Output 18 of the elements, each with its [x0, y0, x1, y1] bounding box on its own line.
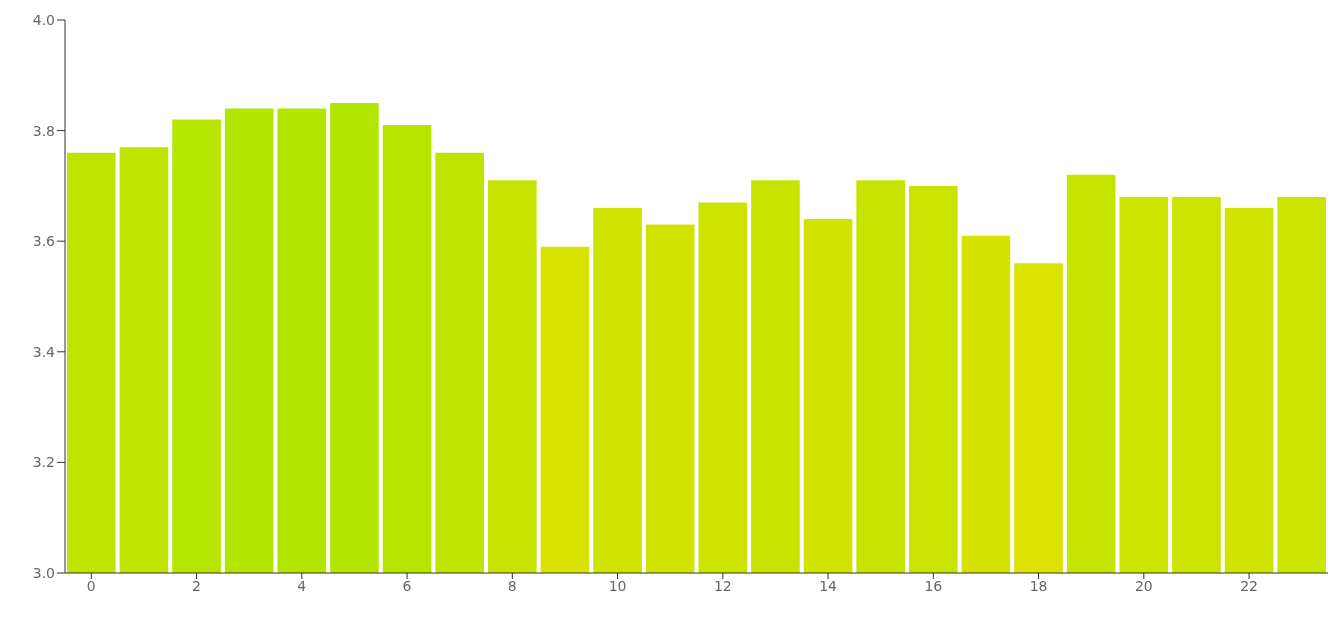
- x-tick-label: 2: [192, 577, 202, 594]
- y-tick-label: 3.0: [32, 564, 55, 581]
- y-tick-label: 4.0: [32, 11, 55, 28]
- y-tick-label: 3.6: [32, 233, 56, 250]
- y-tick-label: 3.2: [32, 454, 55, 471]
- x-tick-label: 6: [402, 577, 412, 594]
- x-tick-label: 8: [507, 577, 517, 594]
- x-tick-label: 4: [297, 577, 307, 594]
- x-tick-label: 22: [1240, 577, 1258, 594]
- y-tick-label: 3.4: [32, 343, 56, 360]
- x-tick-label: 16: [924, 577, 943, 594]
- y-tick-label: 3.8: [32, 122, 55, 139]
- x-tick-label: 12: [713, 577, 732, 594]
- x-tick-label: 20: [1134, 577, 1153, 594]
- x-tick-label: 10: [608, 577, 627, 594]
- x-tick-label: 0: [86, 577, 96, 594]
- x-tick-label: 18: [1029, 577, 1048, 594]
- x-tick-label: 14: [819, 577, 838, 594]
